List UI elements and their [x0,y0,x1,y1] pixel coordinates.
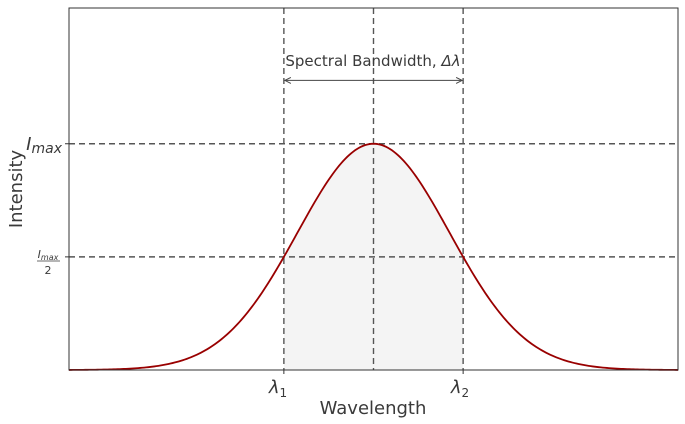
svg-text:Imax: Imax [26,134,63,157]
y-tick-label: Imax [26,134,63,157]
y-axis-label: Intensity [6,149,27,228]
plot-frame [68,7,679,371]
x-axis-label: Wavelength [320,398,427,419]
x-tick-label: λ2 [450,377,469,400]
arrow-head-right [455,76,464,84]
svg-text:Imax: Imax [38,248,59,262]
y-tick-label: Imax 2 [37,248,60,277]
annotation-text: Spectral Bandwidth, Δλ [285,52,460,70]
svg-text:2: 2 [45,264,52,277]
gaussian-curve [68,142,679,371]
x-tick-label: λ1 [268,377,287,400]
svg-text:λ2: λ2 [450,377,469,400]
svg-text:λ1: λ1 [268,377,287,400]
arrow-head-left [283,76,292,84]
